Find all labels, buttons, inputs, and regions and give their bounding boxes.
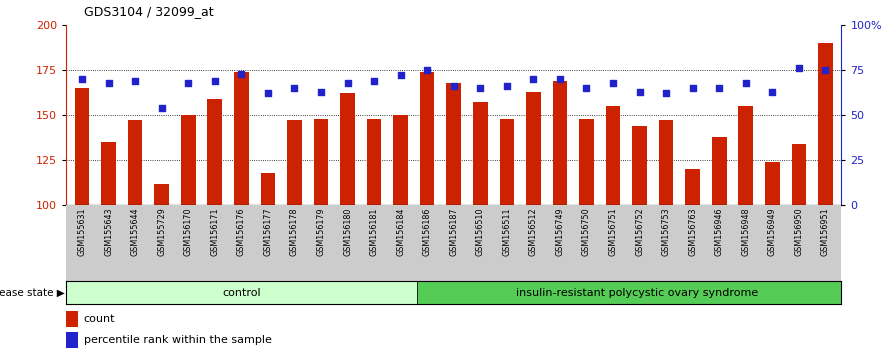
Bar	[287, 120, 301, 205]
Bar	[393, 115, 408, 205]
Point	[314, 89, 328, 95]
Bar	[579, 119, 594, 205]
Point	[792, 65, 806, 71]
Point	[659, 91, 673, 96]
Point	[580, 85, 594, 91]
Bar	[552, 81, 567, 205]
Bar	[181, 115, 196, 205]
Point	[261, 91, 275, 96]
Bar	[712, 137, 727, 205]
Bar	[473, 102, 487, 205]
Text: insulin-resistant polycystic ovary syndrome: insulin-resistant polycystic ovary syndr…	[515, 288, 758, 298]
Bar	[75, 88, 89, 205]
Bar	[765, 162, 780, 205]
Point	[128, 78, 142, 84]
Bar	[659, 120, 673, 205]
Text: GDS3104 / 32099_at: GDS3104 / 32099_at	[84, 5, 213, 18]
Point	[553, 76, 567, 82]
Text: GSM156951: GSM156951	[821, 207, 830, 256]
Text: GSM156510: GSM156510	[476, 207, 485, 256]
Text: GSM156186: GSM156186	[423, 207, 432, 256]
Bar	[738, 106, 753, 205]
Bar	[447, 82, 461, 205]
Bar	[207, 99, 222, 205]
Point	[606, 80, 620, 85]
Point	[101, 80, 115, 85]
Point	[473, 85, 487, 91]
Bar	[633, 126, 647, 205]
Text: GSM156750: GSM156750	[582, 207, 591, 256]
Bar	[66, 311, 78, 327]
Text: GSM156178: GSM156178	[290, 207, 299, 256]
Bar	[791, 144, 806, 205]
Point	[75, 76, 89, 82]
Bar	[261, 173, 275, 205]
Text: GSM156763: GSM156763	[688, 207, 697, 256]
Bar	[128, 120, 143, 205]
Text: GSM156752: GSM156752	[635, 207, 644, 256]
Bar	[500, 119, 515, 205]
Text: GSM156171: GSM156171	[211, 207, 219, 256]
Text: GSM156948: GSM156948	[741, 207, 751, 256]
Point	[420, 67, 434, 73]
Text: GSM155729: GSM155729	[157, 207, 167, 257]
Text: GSM156946: GSM156946	[714, 207, 723, 256]
Text: GSM156512: GSM156512	[529, 207, 538, 256]
Bar	[366, 119, 381, 205]
Point	[181, 80, 196, 85]
Text: GSM156179: GSM156179	[316, 207, 325, 256]
Bar	[417, 281, 857, 304]
Point	[208, 78, 222, 84]
Text: control: control	[222, 288, 261, 298]
Point	[340, 80, 354, 85]
Bar	[154, 184, 169, 205]
Point	[447, 83, 461, 89]
Point	[818, 67, 833, 73]
Bar	[685, 169, 700, 205]
Point	[367, 78, 381, 84]
Bar	[66, 281, 417, 304]
Bar	[526, 92, 541, 205]
Text: GSM156184: GSM156184	[396, 207, 405, 256]
Text: GSM156950: GSM156950	[795, 207, 803, 256]
Text: GSM156511: GSM156511	[502, 207, 511, 256]
Bar	[420, 72, 434, 205]
Point	[394, 73, 408, 78]
Text: GSM156180: GSM156180	[343, 207, 352, 256]
Point	[500, 83, 514, 89]
Bar	[606, 106, 620, 205]
Text: GSM156187: GSM156187	[449, 207, 458, 256]
Text: GSM156177: GSM156177	[263, 207, 272, 256]
Bar	[314, 119, 329, 205]
Bar	[234, 72, 248, 205]
Point	[526, 76, 540, 82]
Text: disease state ▶: disease state ▶	[0, 288, 64, 298]
Text: GSM156753: GSM156753	[662, 207, 670, 256]
Text: GSM155644: GSM155644	[130, 207, 139, 256]
Point	[234, 71, 248, 76]
Text: GSM156176: GSM156176	[237, 207, 246, 256]
Text: GSM155643: GSM155643	[104, 207, 113, 256]
Text: count: count	[84, 314, 115, 324]
Point	[685, 85, 700, 91]
Point	[766, 89, 780, 95]
Point	[154, 105, 168, 111]
Text: GSM156749: GSM156749	[555, 207, 565, 256]
Text: GSM156949: GSM156949	[768, 207, 777, 256]
Point	[739, 80, 753, 85]
Text: GSM156751: GSM156751	[609, 207, 618, 256]
Bar	[818, 43, 833, 205]
Bar	[66, 332, 78, 348]
Text: GSM155631: GSM155631	[78, 207, 86, 256]
Bar	[340, 93, 355, 205]
Point	[712, 85, 726, 91]
Bar	[101, 142, 116, 205]
Text: GSM156181: GSM156181	[369, 207, 379, 256]
Text: percentile rank within the sample: percentile rank within the sample	[84, 335, 271, 345]
Text: GSM156170: GSM156170	[184, 207, 193, 256]
Point	[287, 85, 301, 91]
Point	[633, 89, 647, 95]
